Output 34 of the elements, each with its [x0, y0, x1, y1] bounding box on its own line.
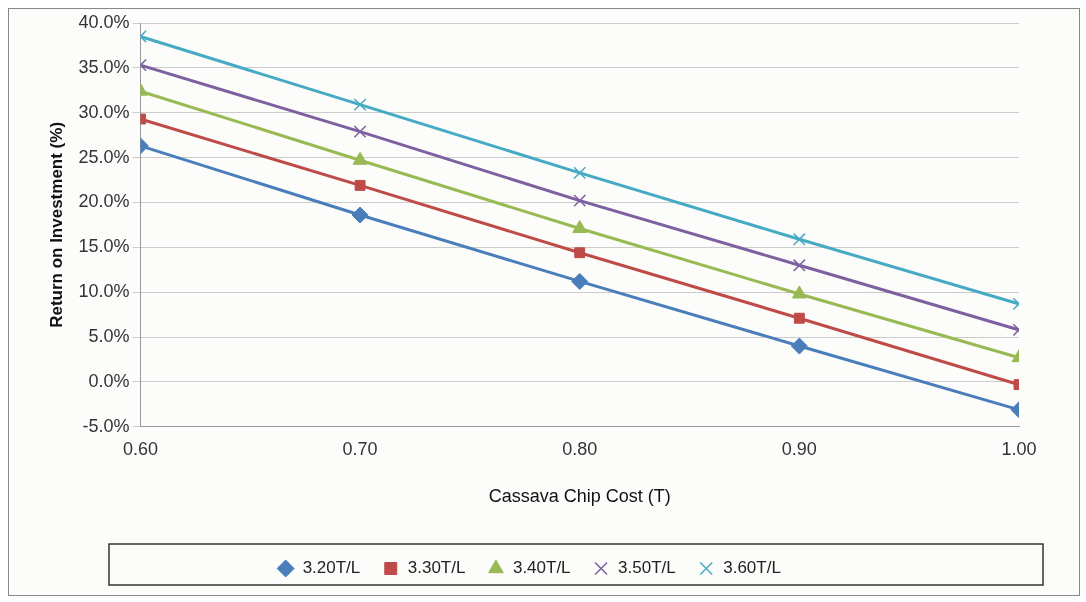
legend-label: 3.30T/L [407, 558, 466, 578]
point [571, 272, 589, 290]
y-tick-label: -5.0% [82, 415, 130, 436]
point [790, 337, 808, 355]
y-tick-label: 30.0% [78, 101, 130, 122]
y-tick-label: 20.0% [78, 191, 130, 212]
point [353, 125, 367, 138]
y-tick-label: 5.0% [88, 326, 130, 347]
x-tick-label: 0.80 [562, 438, 598, 459]
legend-label: 3.40T/L [512, 558, 571, 578]
y-axis-title: Return on Investment (%) [46, 121, 66, 328]
point [573, 166, 587, 180]
y-tick-label: 35.0% [78, 56, 130, 77]
point [573, 194, 587, 208]
point [354, 179, 366, 191]
point [793, 312, 805, 324]
legend-label: 3.60T/L [723, 558, 781, 578]
x-axis-title: Cassava Chip Cost (T) [488, 486, 671, 507]
x-tick-label: 0.90 [781, 438, 817, 459]
point [792, 232, 806, 246]
point [574, 247, 586, 259]
y-tick-label: 25.0% [78, 146, 130, 167]
y-tick-label: 40.0% [78, 11, 130, 32]
y-tick-label: 15.0% [78, 236, 130, 257]
point [351, 206, 369, 224]
x-tick-label: 0.70 [342, 438, 378, 459]
x-tick-label: 1.00 [1001, 438, 1037, 459]
y-tick-label: 10.0% [78, 281, 130, 302]
x-tick-label: 0.60 [122, 438, 158, 459]
point [792, 258, 806, 272]
legend-label: 3.20T/L [302, 558, 361, 578]
legend-label: 3.50T/L [618, 558, 676, 578]
y-tick-label: 0.0% [88, 370, 130, 391]
point [353, 98, 367, 112]
